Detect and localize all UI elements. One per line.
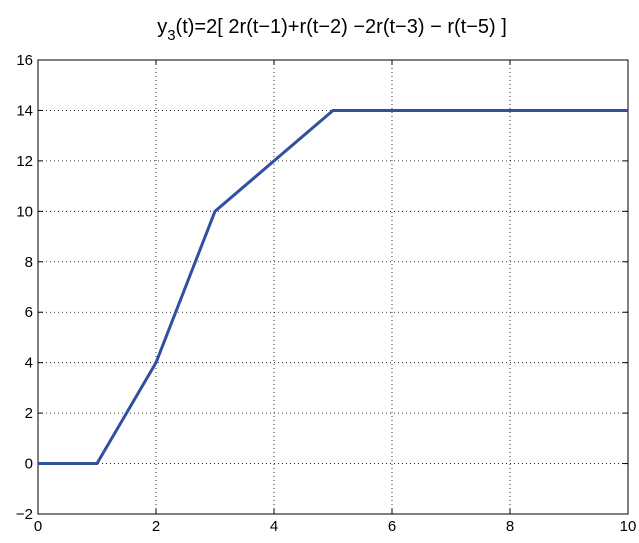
series-line [38,108,628,466]
grid [38,60,628,514]
y-tick-label: 14 [16,102,33,119]
chart-title-main: y [157,16,167,38]
series-group [38,108,628,466]
y-tick-label: 4 [25,355,33,372]
y-tick-label: 2 [25,405,33,422]
chart-title-subscript: 3 [167,27,175,44]
x-tick-label: 8 [506,518,514,535]
y-tick-label: 6 [25,304,33,321]
y-tick-label: 0 [25,456,33,473]
x-tick-label: 2 [152,518,160,535]
x-tick-label: 4 [270,518,278,535]
chart-title-rest: (t)=2[ 2r(t−1)+r(t−2) −2r(t−3) − r(t−5) … [176,16,507,38]
axis-ticks [37,59,629,515]
y-tick-label: 16 [16,52,33,69]
chart-title: y3(t)=2[ 2r(t−1)+r(t−2) −2r(t−3) − r(t−5… [157,16,507,44]
plot-frame [37,59,629,515]
y-tick-label: 10 [16,203,33,220]
y-tick-label: 8 [25,254,33,271]
y-tick-label: −2 [16,506,33,523]
x-tick-label: 0 [34,518,42,535]
y-tick-label: 12 [16,153,33,170]
x-tick-label: 10 [620,518,637,535]
x-tick-label: 6 [388,518,396,535]
